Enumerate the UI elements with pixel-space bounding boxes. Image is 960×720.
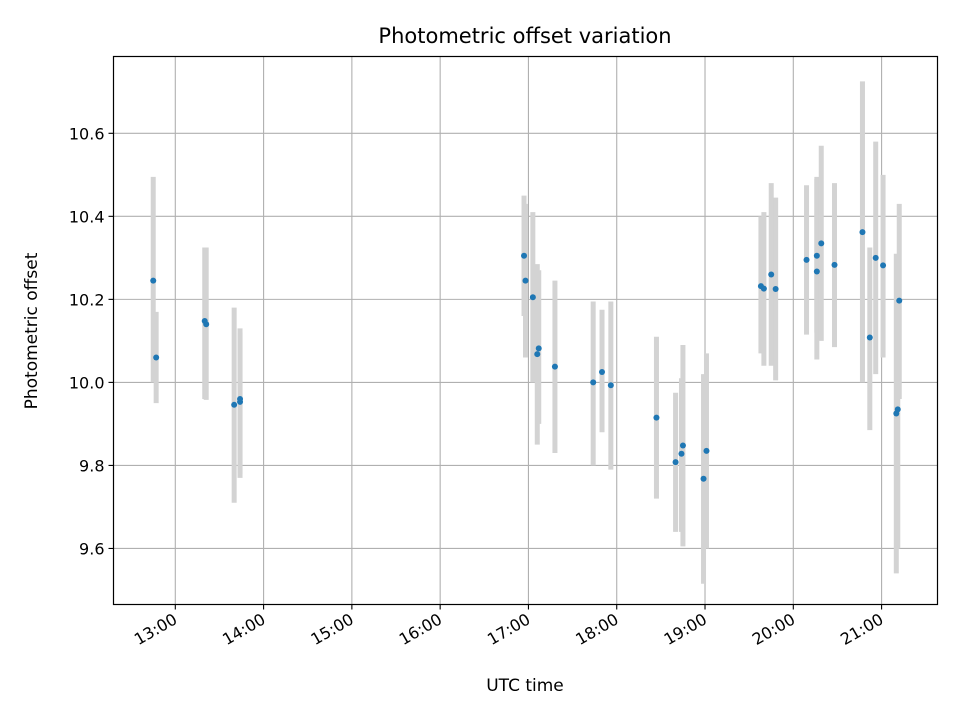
y-tick-label: 10.2 bbox=[69, 290, 105, 309]
y-tick-label: 9.8 bbox=[79, 456, 104, 475]
data-point bbox=[831, 261, 838, 268]
data-point bbox=[679, 442, 686, 449]
data-point bbox=[150, 277, 157, 284]
data-point bbox=[894, 406, 901, 413]
data-point bbox=[672, 459, 679, 466]
data-point bbox=[760, 285, 767, 292]
data-point bbox=[607, 382, 614, 389]
data-point bbox=[599, 369, 606, 376]
data-point bbox=[237, 396, 244, 402]
y-axis: 9.6 9.8 10.0 10.2 10.4 10.6 bbox=[69, 124, 114, 558]
data-point bbox=[880, 262, 887, 269]
data-point bbox=[678, 450, 685, 457]
data-point bbox=[872, 254, 879, 261]
y-tick-label: 10.6 bbox=[69, 124, 105, 143]
data-point bbox=[231, 401, 238, 408]
data-point bbox=[700, 475, 707, 482]
data-point bbox=[768, 271, 775, 278]
data-point bbox=[703, 447, 710, 454]
x-axis-label: UTC time bbox=[486, 676, 564, 696]
data-point bbox=[818, 240, 825, 247]
plot-frame bbox=[112, 55, 939, 606]
data-point bbox=[522, 277, 529, 284]
data-point bbox=[859, 229, 866, 236]
data-point bbox=[803, 256, 810, 263]
data-point bbox=[535, 345, 542, 352]
data-point bbox=[896, 297, 903, 304]
data-points bbox=[150, 229, 903, 482]
data-point bbox=[772, 285, 779, 292]
y-axis-label: Photometric offset bbox=[22, 252, 42, 409]
data-point bbox=[813, 268, 820, 275]
data-point bbox=[153, 354, 160, 361]
data-point bbox=[866, 334, 873, 341]
data-point bbox=[551, 363, 558, 370]
y-tick-label: 10.4 bbox=[69, 207, 105, 226]
data-point bbox=[521, 252, 528, 259]
data-point bbox=[203, 321, 210, 328]
data-point bbox=[590, 379, 597, 386]
data-point bbox=[529, 294, 536, 301]
y-tick-label: 9.6 bbox=[79, 539, 104, 558]
chart-title: Photometric offset variation bbox=[378, 24, 671, 48]
y-tick-label: 10.0 bbox=[69, 373, 105, 392]
data-point bbox=[534, 351, 541, 358]
data-point bbox=[653, 414, 660, 421]
data-point bbox=[813, 252, 820, 259]
